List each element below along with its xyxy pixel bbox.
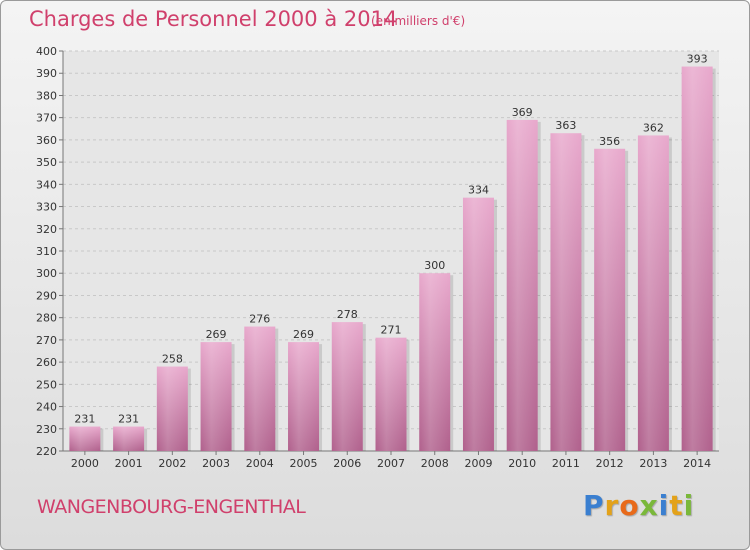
bar-highlight bbox=[331, 322, 363, 451]
bar-highlight bbox=[462, 197, 494, 451]
y-tick-label: 260 bbox=[36, 356, 57, 369]
y-tick-label: 230 bbox=[36, 423, 57, 436]
bar-highlight bbox=[375, 337, 407, 451]
y-tick-label: 400 bbox=[36, 45, 57, 58]
x-tick-label: 2007 bbox=[377, 457, 405, 470]
value-label: 269 bbox=[206, 328, 227, 341]
proxiti-logo: Proxiti bbox=[583, 489, 694, 522]
bar-highlight bbox=[244, 326, 276, 451]
bar-highlight bbox=[506, 119, 538, 451]
y-tick-label: 220 bbox=[36, 445, 57, 458]
value-label: 369 bbox=[512, 106, 533, 119]
commune-name: WANGENBOURG-ENGENTHAL bbox=[37, 496, 306, 518]
bar-highlight bbox=[637, 135, 669, 451]
bar-highlight bbox=[681, 66, 713, 452]
value-label: 363 bbox=[555, 119, 576, 132]
x-tick-label: 2003 bbox=[202, 457, 230, 470]
value-label: 334 bbox=[468, 184, 489, 197]
y-tick-label: 380 bbox=[36, 89, 57, 102]
y-tick-label: 310 bbox=[36, 245, 57, 258]
x-tick-label: 2008 bbox=[421, 457, 449, 470]
chart-subtitle: (en milliers d'€) bbox=[371, 14, 466, 28]
value-label: 276 bbox=[249, 313, 270, 326]
x-tick-label: 2010 bbox=[508, 457, 536, 470]
y-tick-label: 280 bbox=[36, 312, 57, 325]
bar-highlight bbox=[113, 426, 145, 451]
y-tick-label: 240 bbox=[36, 401, 57, 414]
plot-area: 220 230 240 250 260 270 280 290 300 310 320 330 340 3… bbox=[36, 45, 719, 470]
y-tick-label: 360 bbox=[36, 134, 57, 147]
x-tick-label: 2001 bbox=[115, 457, 143, 470]
value-label: 278 bbox=[337, 308, 358, 321]
x-tick-label: 2006 bbox=[333, 457, 361, 470]
y-tick-label: 250 bbox=[36, 378, 57, 391]
x-tick-label: 2004 bbox=[246, 457, 274, 470]
value-label: 300 bbox=[424, 259, 445, 272]
bar-highlight bbox=[156, 366, 188, 451]
bar-highlight bbox=[419, 273, 451, 451]
logo-letter: o bbox=[619, 489, 640, 522]
x-tick-label: 2009 bbox=[464, 457, 492, 470]
value-label: 231 bbox=[74, 413, 95, 426]
logo-letter: t bbox=[669, 489, 684, 522]
y-tick-label: 320 bbox=[36, 223, 57, 236]
y-tick-label: 290 bbox=[36, 289, 57, 302]
y-tick-label: 340 bbox=[36, 178, 57, 191]
logo-letter: P bbox=[583, 489, 605, 522]
bar-highlight bbox=[288, 342, 320, 451]
value-label: 231 bbox=[118, 413, 139, 426]
x-tick-label: 2012 bbox=[596, 457, 624, 470]
y-tick-label: 270 bbox=[36, 334, 57, 347]
logo-letter: i bbox=[658, 489, 670, 522]
value-label: 362 bbox=[643, 121, 664, 134]
value-label: 271 bbox=[381, 324, 402, 337]
y-tick-label: 350 bbox=[36, 156, 57, 169]
chart-title: Charges de Personnel 2000 à 2014 bbox=[29, 7, 398, 31]
logo-letter: x bbox=[639, 489, 659, 522]
bar-highlight bbox=[200, 342, 232, 451]
x-tick-label: 2002 bbox=[158, 457, 186, 470]
y-tick-label: 370 bbox=[36, 112, 57, 125]
x-tick-label: 2000 bbox=[71, 457, 99, 470]
value-label: 393 bbox=[687, 53, 708, 66]
y-tick-label: 390 bbox=[36, 67, 57, 80]
bar-highlight bbox=[594, 148, 626, 451]
x-tick-label: 2005 bbox=[290, 457, 318, 470]
value-label: 269 bbox=[293, 328, 314, 341]
bar-highlight bbox=[550, 133, 582, 451]
x-tick-label: 2011 bbox=[552, 457, 580, 470]
logo-letter: i bbox=[683, 489, 695, 522]
x-tick-label: 2013 bbox=[639, 457, 667, 470]
value-label: 258 bbox=[162, 353, 183, 366]
bar-highlight bbox=[69, 426, 101, 451]
value-label: 356 bbox=[599, 135, 620, 148]
x-tick-label: 2014 bbox=[683, 457, 711, 470]
y-tick-label: 330 bbox=[36, 201, 57, 214]
logo-letter: r bbox=[604, 489, 620, 522]
y-tick-label: 300 bbox=[36, 267, 57, 280]
